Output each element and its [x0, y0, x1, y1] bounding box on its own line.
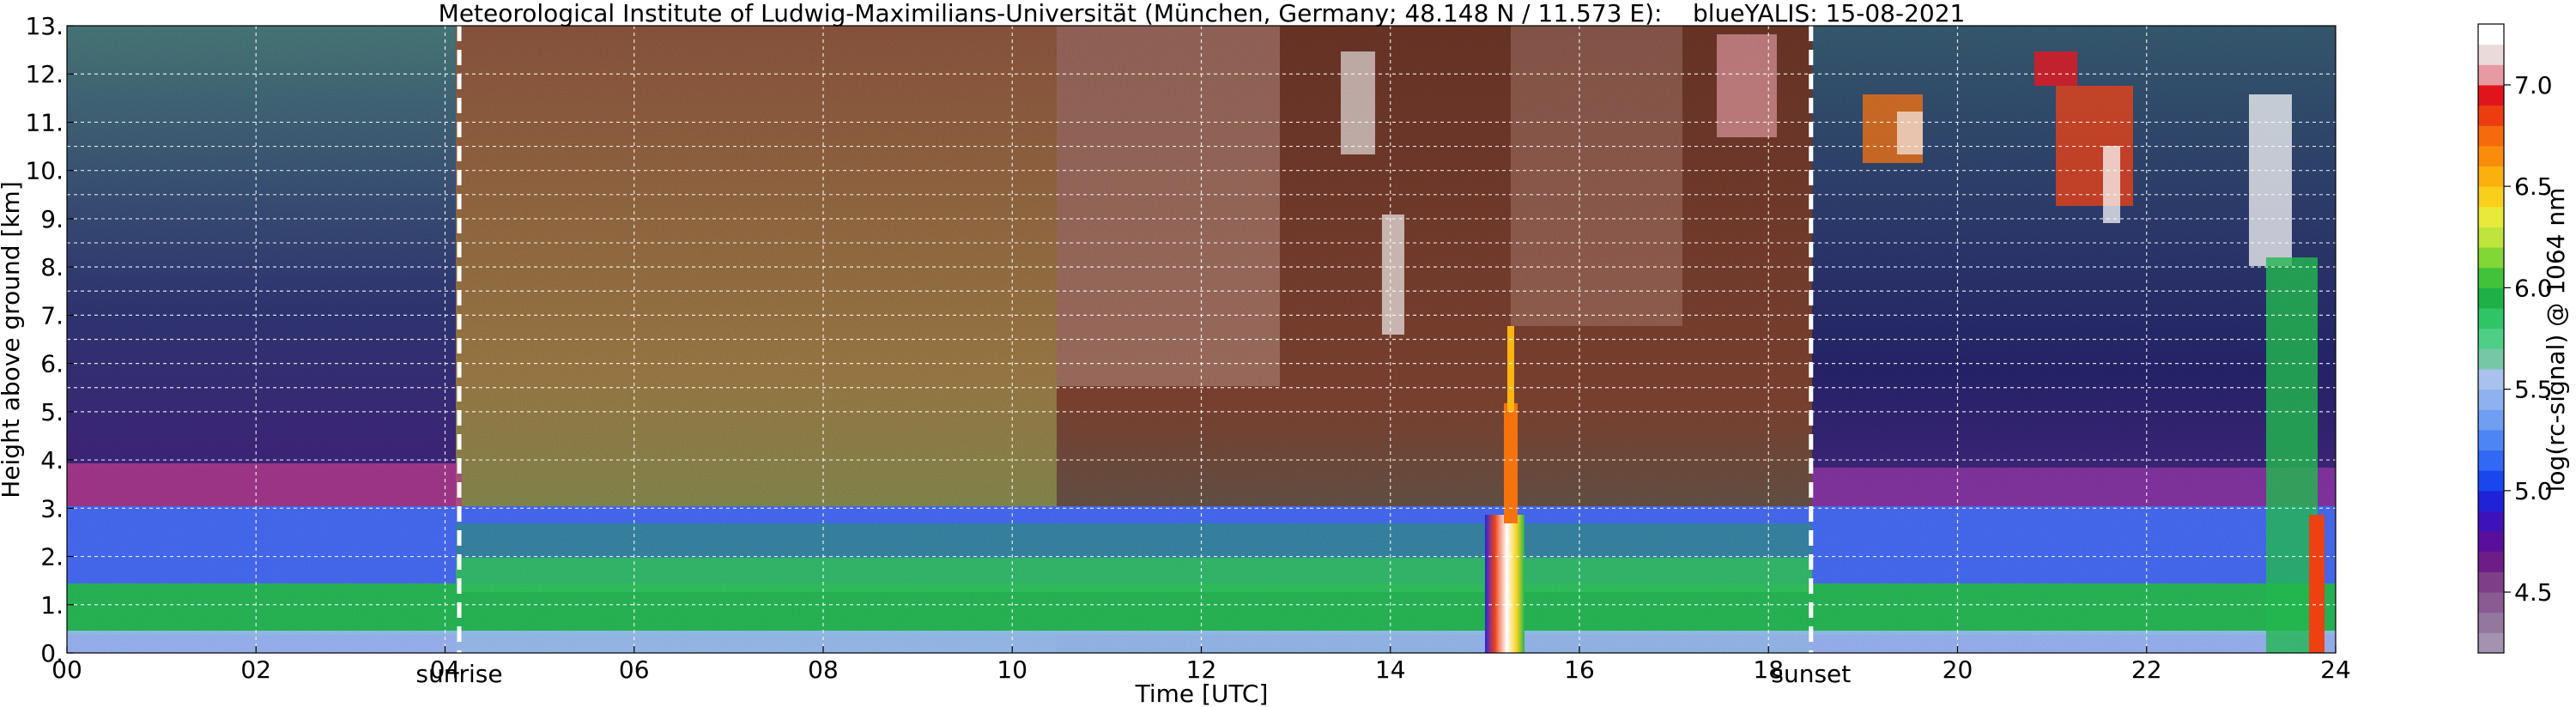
- colorbar-tick-label: 7.0: [2514, 71, 2553, 100]
- x-tick-label: 10: [997, 656, 1027, 684]
- colorbar-segment: [2478, 125, 2504, 147]
- colorbar-segment: [2478, 84, 2504, 106]
- y-tick-label: 7.: [40, 301, 64, 329]
- colorbar: [2477, 23, 2505, 654]
- colorbar-segment: [2478, 490, 2504, 511]
- x-tick-label: 12: [1186, 656, 1217, 684]
- y-tick-label: 8.: [40, 253, 64, 281]
- y-axis: 0. 1. 2. 3. 4. 5. 6. 7. 8. 9. 10. 11. 12. 13.: [25, 12, 74, 668]
- x-tick-label: 22: [2131, 656, 2162, 684]
- colorbar-segment: [2478, 227, 2504, 248]
- colorbar-segment: [2478, 44, 2504, 65]
- x-tick-label: 04: [430, 656, 461, 684]
- x-axis: 00 02 04 06 08 10 12 14 16 18 20 22 24: [52, 646, 2351, 684]
- y-axis-title: Height above ground [km]: [0, 181, 25, 499]
- x-tick-label: 20: [1943, 656, 1973, 684]
- colorbar-segment: [2478, 511, 2504, 532]
- colorbar-segment: [2478, 450, 2504, 471]
- y-tick-label: 1.: [40, 591, 64, 619]
- colorbar-segment: [2478, 328, 2504, 349]
- sunset-label: sunset: [1771, 660, 1851, 688]
- colorbar-frame: [2477, 23, 2505, 654]
- y-tick-label: 12.: [25, 60, 64, 88]
- colorbar-segment: [2478, 368, 2504, 390]
- colorbar-segment: [2478, 470, 2504, 492]
- x-tick-label: 00: [52, 656, 82, 684]
- colorbar-segment: [2478, 247, 2504, 269]
- colorbar-segment: [2478, 206, 2504, 227]
- x-tick-label: 16: [1564, 656, 1595, 684]
- colorbar-segment: [2478, 571, 2504, 593]
- x-tick-label: 24: [2320, 656, 2351, 684]
- x-tick-label: 08: [808, 656, 839, 684]
- sunrise-label: sunrise: [415, 660, 502, 688]
- colorbar-segment: [2478, 186, 2504, 208]
- colorbar-segment: [2478, 105, 2504, 126]
- colorbar-segment: [2478, 531, 2504, 553]
- y-tick-label: 6.: [40, 350, 64, 378]
- y-tick-label: 4.: [40, 446, 64, 474]
- chart-title: Meteorological Institute of Ludwig-Maxim…: [439, 0, 1966, 27]
- y-tick-label: 3.: [40, 494, 64, 523]
- colorbar-title: log(rc-signal) @ 1064 nm: [2542, 188, 2570, 492]
- colorbar-segment: [2478, 64, 2504, 86]
- y-tick-label: 0.: [40, 639, 64, 668]
- colorbar-segment: [2478, 348, 2504, 370]
- colorbar-tick-label: 6.5: [2514, 172, 2553, 201]
- x-tick-label: 18: [1753, 656, 1784, 684]
- grid-lines: [67, 26, 2336, 653]
- colorbar-segment: [2478, 267, 2504, 288]
- colorbar-segment: [2478, 632, 2504, 654]
- colorbar-segment: [2478, 287, 2504, 309]
- colorbar-segment: [2478, 24, 2504, 45]
- x-axis-title: Time [UTC]: [1135, 680, 1269, 707]
- x-tick-label: 14: [1375, 656, 1406, 684]
- colorbar-tick-label: 6.0: [2514, 274, 2553, 302]
- colorbar-segment: [2478, 166, 2504, 187]
- colorbar-segment: [2478, 429, 2504, 451]
- colorbar-segment: [2478, 389, 2504, 410]
- sun-markers: sunrise sunset: [415, 26, 1851, 688]
- colorbar-segment: [2478, 145, 2504, 167]
- colorbar-tick-label: 5.5: [2514, 376, 2553, 404]
- colorbar-tick-label: 5.0: [2514, 477, 2553, 505]
- x-tick-label: 02: [240, 656, 271, 684]
- colorbar-tick-label: 4.5: [2514, 578, 2553, 607]
- colorbar-ticks: 4.5 5.0 5.5 6.0 6.5 7.0: [2504, 71, 2553, 607]
- colorbar-segment: [2478, 308, 2504, 329]
- colorbar-segment: [2478, 551, 2504, 572]
- y-tick-label: 2.: [40, 543, 64, 571]
- y-tick-label: 11.: [25, 108, 64, 136]
- y-tick-label: 5.: [40, 398, 64, 426]
- colorbar-segment: [2478, 409, 2504, 431]
- y-tick-label: 10.: [25, 157, 64, 185]
- colorbar-segment: [2478, 592, 2504, 613]
- y-tick-label: 9.: [40, 205, 64, 233]
- y-tick-label: 13.: [25, 12, 64, 40]
- colorbar-segment: [2478, 612, 2504, 633]
- x-tick-label: 06: [619, 656, 650, 684]
